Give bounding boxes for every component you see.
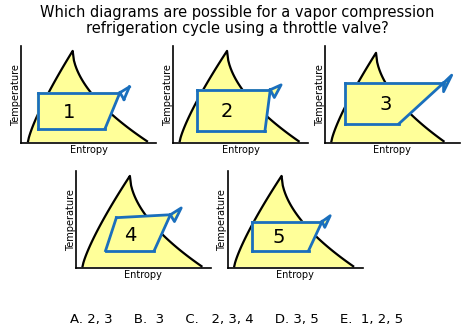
Polygon shape	[28, 51, 147, 141]
Polygon shape	[82, 176, 201, 266]
Text: Which diagrams are possible for a vapor compression: Which diagrams are possible for a vapor …	[40, 5, 434, 20]
Polygon shape	[170, 208, 181, 221]
Y-axis label: Temperature: Temperature	[315, 63, 325, 126]
Text: 5: 5	[273, 228, 285, 246]
Text: 2: 2	[221, 102, 233, 121]
Y-axis label: Temperature: Temperature	[66, 189, 76, 251]
Polygon shape	[444, 75, 452, 92]
X-axis label: Entropy: Entropy	[374, 144, 411, 155]
X-axis label: Entropy: Entropy	[222, 144, 259, 155]
Text: 4: 4	[124, 226, 136, 245]
X-axis label: Entropy: Entropy	[276, 269, 314, 280]
Text: 3: 3	[379, 95, 392, 114]
Text: refrigeration cycle using a throttle valve?: refrigeration cycle using a throttle val…	[86, 21, 388, 37]
Polygon shape	[234, 176, 353, 266]
X-axis label: Entropy: Entropy	[70, 144, 108, 155]
Polygon shape	[37, 93, 120, 129]
Polygon shape	[252, 221, 322, 251]
Polygon shape	[180, 51, 299, 141]
X-axis label: Entropy: Entropy	[125, 269, 162, 280]
Polygon shape	[106, 215, 170, 251]
Polygon shape	[322, 216, 330, 227]
Polygon shape	[270, 85, 281, 97]
Polygon shape	[345, 83, 444, 124]
Polygon shape	[331, 53, 444, 141]
Text: 1: 1	[63, 103, 75, 121]
Text: A. 2, 3     B.  3     C.   2, 3, 4     D. 3, 5     E.  1, 2, 5: A. 2, 3 B. 3 C. 2, 3, 4 D. 3, 5 E. 1, 2,…	[71, 313, 403, 326]
Y-axis label: Temperature: Temperature	[11, 63, 21, 126]
Polygon shape	[197, 90, 270, 132]
Y-axis label: Temperature: Temperature	[218, 189, 228, 251]
Y-axis label: Temperature: Temperature	[163, 63, 173, 126]
